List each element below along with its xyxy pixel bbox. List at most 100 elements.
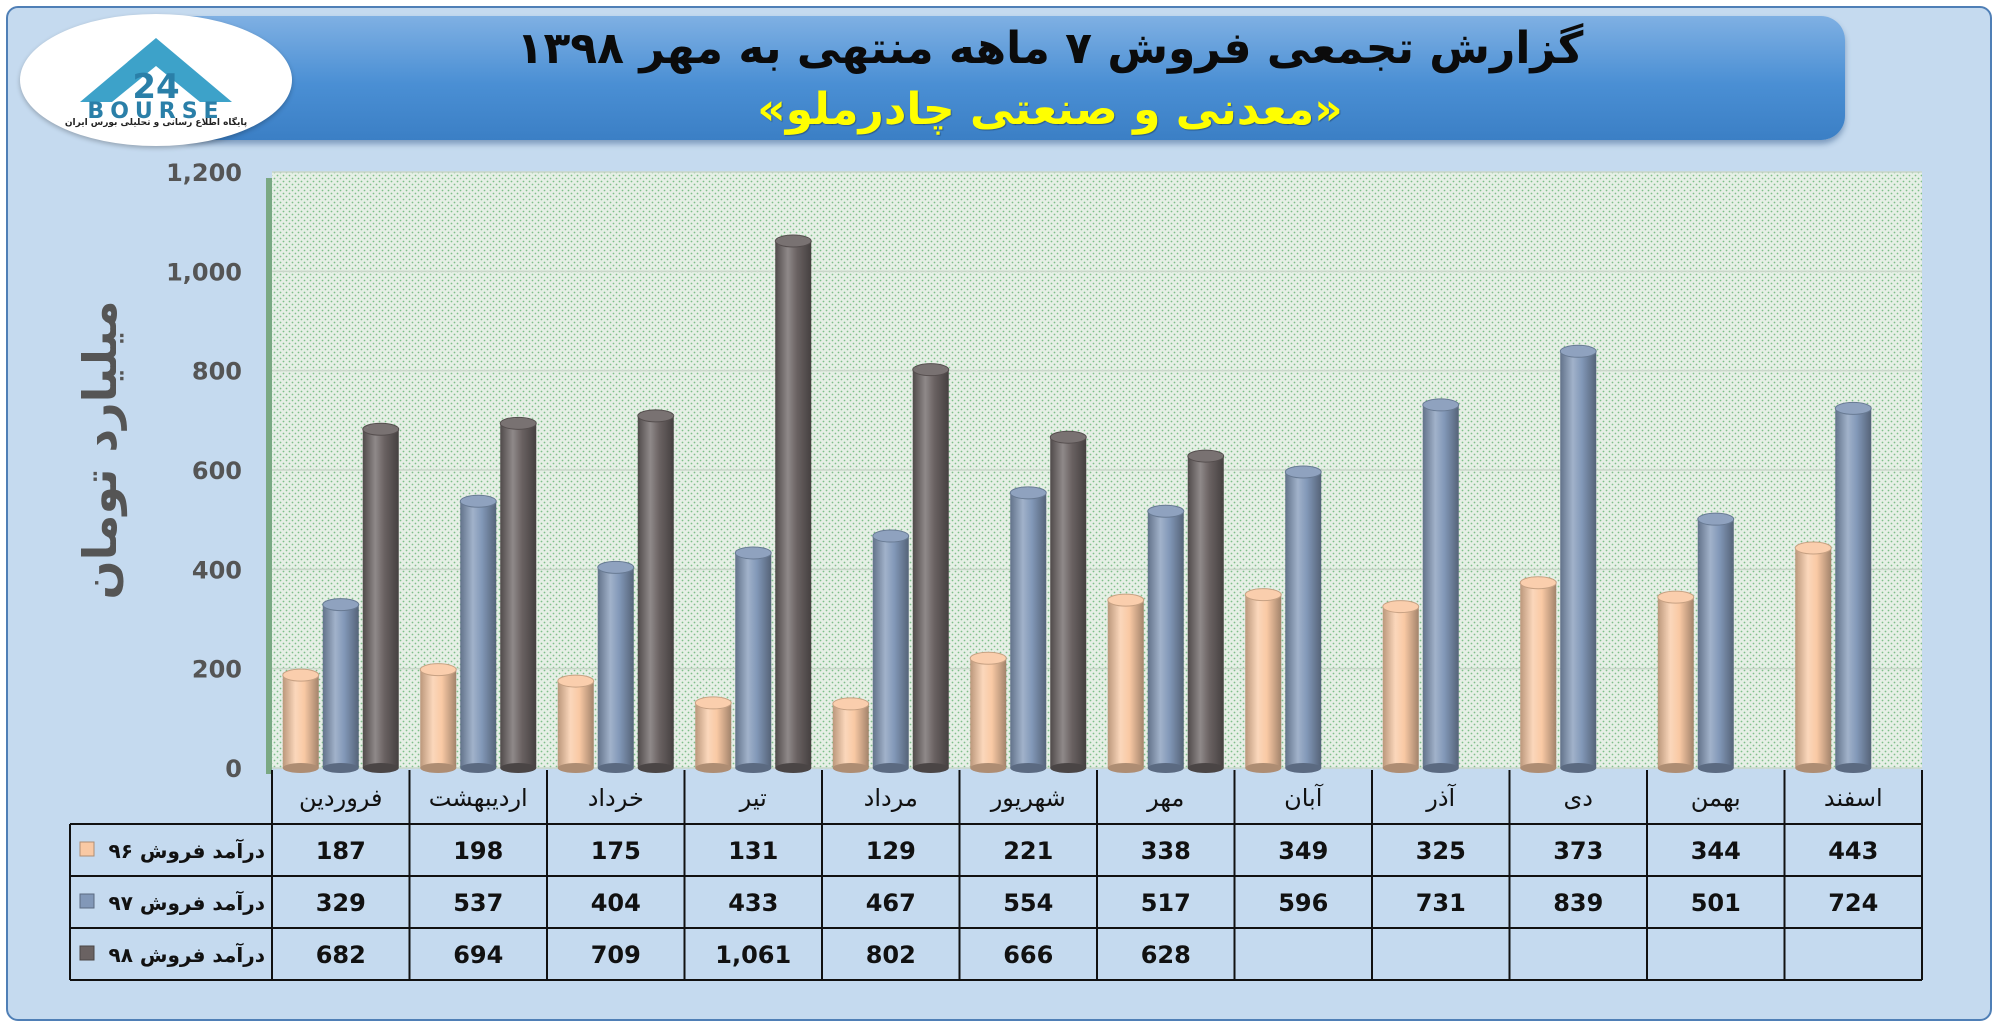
table-value: 501 [1691,889,1741,917]
series-96-bar [1657,590,1695,773]
series-96-bar [1244,588,1282,773]
table-value: 325 [1416,837,1466,865]
series-97-bar [734,546,772,773]
table-value: 467 [866,889,916,917]
table-category-header: فروردین [299,784,383,812]
table-value: 187 [316,837,366,865]
table-value: 537 [453,889,503,917]
series-96-bar [557,674,595,773]
table-value: 198 [453,837,503,865]
table-category-header: تیر [739,784,767,812]
series-98-bar [637,409,675,773]
legend-swatch [79,841,95,857]
y-tick-label: 800 [192,358,242,386]
report-title: گزارش تجمعی فروش ۷ ماهه منتهی به مهر ۱۳۹… [516,23,1584,74]
series-96-bar [1519,576,1557,773]
table-value: 373 [1553,837,1603,865]
series-96-bar [1382,600,1420,773]
table-value: 221 [1003,837,1053,865]
table-value: 338 [1141,837,1191,865]
table-value: 628 [1141,941,1191,969]
table-value: 709 [591,941,641,969]
series-98-bar [1049,430,1087,773]
y-tick-label: 1,200 [166,159,242,187]
logo-wordmark: BOURSE [87,99,224,124]
legend-swatch [79,893,95,909]
bars [282,234,1872,773]
series-97-bar [1559,344,1597,773]
table-value: 666 [1003,941,1053,969]
table-value: 1,061 [715,941,791,969]
company-subtitle: «معدنی و صنعتی چادرملو» [757,84,1343,135]
table-value: 554 [1003,889,1053,917]
y-tick-label: 600 [192,457,242,485]
table-category-header: آذر [1425,783,1456,812]
y-tick-label: 0 [225,755,242,783]
bourse24-logo-mark: 24 BOURSE [80,38,232,124]
table-category-header: خرداد [588,784,644,812]
series-98-bar [499,416,537,773]
plot-side-wall [266,178,272,774]
series-97-bar [1009,486,1047,773]
series-96-bar [419,663,457,773]
table-category-header: دی [1564,784,1593,812]
table-value: 443 [1828,837,1878,865]
series-96-bar [694,696,732,773]
table-value: 724 [1828,889,1878,917]
table-category-header: اردیبهشت [429,784,528,812]
table-value: 329 [316,889,366,917]
series-97-bar [1147,504,1185,773]
series-96-bar [1107,593,1145,773]
table-category-header: مرداد [864,784,918,812]
series-97-bar [1284,465,1322,773]
table-value: 596 [1278,889,1328,917]
table-value: 517 [1141,889,1191,917]
table-category-header: اسفند [1824,784,1883,812]
table-value: 131 [728,837,778,865]
series-96-bar [282,668,320,773]
series-97-bar [597,560,635,773]
table-category-header: مهر [1146,784,1184,812]
series-98-bar [912,363,950,773]
series-97-bar [322,598,360,773]
series-98-bar [774,234,812,773]
table-value: 802 [866,941,916,969]
table-value: 349 [1278,837,1328,865]
series-97-bar [872,529,910,773]
series-96-bar [832,697,870,773]
table-value: 404 [591,889,641,917]
table-category-header: آبان [1284,783,1324,812]
series-97-bar [1697,512,1735,773]
legend-label: درآمد فروش ۹۶ [109,838,265,863]
logo-subtext: پایگاه اطلاع رسانی و تحلیلی بورس ایران [64,118,248,128]
table-category-header: شهریور [990,784,1066,812]
legend-label: درآمد فروش ۹۸ [109,942,265,967]
grid-lines [272,171,1922,769]
table-value: 129 [866,837,916,865]
table-value: 433 [728,889,778,917]
series-96-bar [1794,541,1832,773]
bourse24-logo: 24 BOURSE پایگاه اطلاع رسانی و تحلیلی بو… [20,14,292,146]
y-tick-label: 200 [192,656,242,684]
series-97-bar [459,494,497,773]
logo-mark-text: 24 [132,67,179,107]
series-98-bar [1187,449,1225,773]
table-value: 344 [1691,837,1741,865]
y-tick-label: 1,000 [166,258,242,286]
table-value: 682 [316,941,366,969]
data-table: فروردین اردیبهشت خرداد تیر مرداد شهریور مهر آبا… [69,770,1923,981]
legend-label: درآمد فروش ۹۷ [109,890,265,915]
y-tick-label: 400 [192,556,242,584]
y-ticks: 0 200 400 600 800 1,000 1,200 [166,159,242,783]
table-value: 694 [453,941,503,969]
series-97-bar [1422,398,1460,773]
series-96-bar [969,651,1007,773]
table-value: 839 [1553,889,1603,917]
table-value: 175 [591,837,641,865]
table-value: 731 [1416,889,1466,917]
legend-swatch [79,945,95,961]
title-banner [170,16,1845,140]
series-97-bar [1834,401,1872,773]
table-category-header: بهمن [1691,784,1741,812]
